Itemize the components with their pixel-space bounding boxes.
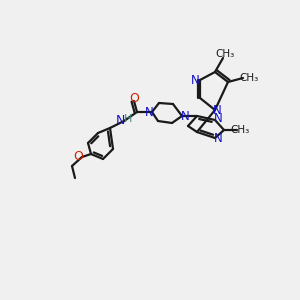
Text: N: N: [145, 106, 153, 118]
Text: N: N: [214, 112, 222, 125]
Text: N: N: [213, 104, 221, 118]
Text: CH₃: CH₃: [239, 73, 259, 83]
Text: N: N: [214, 133, 222, 146]
Text: N: N: [115, 113, 125, 127]
Text: N: N: [190, 74, 200, 86]
Text: CH₃: CH₃: [215, 49, 235, 59]
Text: O: O: [73, 149, 83, 163]
Text: H: H: [124, 114, 132, 124]
Text: CH₃: CH₃: [230, 125, 250, 135]
Text: O: O: [129, 92, 139, 104]
Text: N: N: [181, 110, 189, 122]
